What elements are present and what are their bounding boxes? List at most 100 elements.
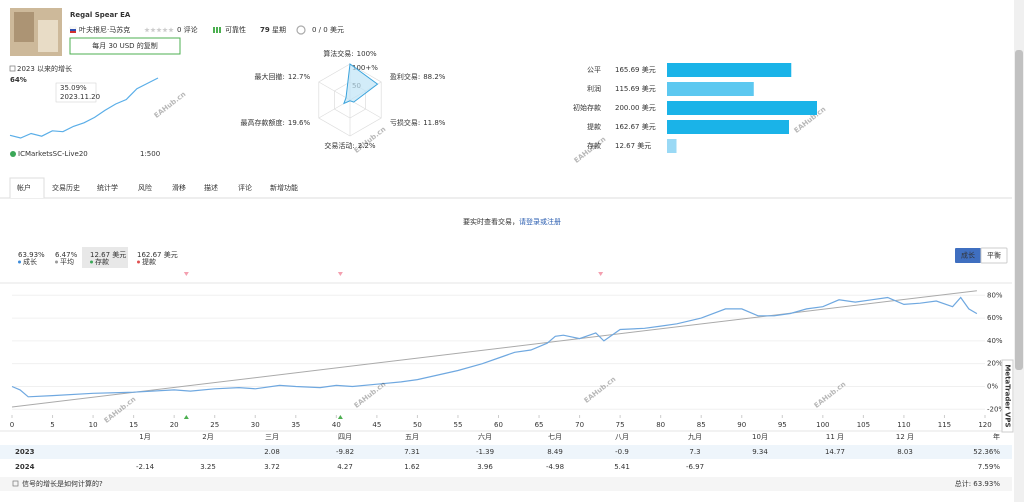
- chart-button[interactable]: [955, 248, 981, 263]
- radar-area: [343, 63, 379, 105]
- stat-label: 平均: [60, 257, 74, 266]
- subscribers-icon: [296, 25, 306, 35]
- x-tick-label: 85: [697, 421, 706, 429]
- footer-link[interactable]: 信号的增长是如何计算的?: [22, 479, 103, 488]
- x-tick-label: 10: [89, 421, 98, 429]
- radar-label: 最高存款额度: 19.6%: [241, 118, 311, 127]
- month-value: -1.39: [476, 448, 494, 456]
- reliability: 可靠性: [225, 25, 246, 34]
- stat-dot: [90, 260, 93, 264]
- tab[interactable]: 交易历史: [52, 183, 80, 192]
- x-tick-label: 110: [897, 421, 910, 429]
- radar-label: 最大回撤: 12.7%: [255, 72, 311, 81]
- x-tick-label: 90: [737, 421, 746, 429]
- x-tick-label: 0: [10, 421, 14, 429]
- row-year: 2023: [15, 448, 35, 456]
- y-tick-label: 0%: [987, 382, 998, 390]
- tab[interactable]: 风险: [138, 183, 152, 192]
- balance-bar: [667, 82, 754, 96]
- bar-value: 162.67 美元: [615, 122, 656, 131]
- balance-bar: [667, 101, 817, 115]
- radar-label: 算法交易: 100%: [323, 49, 377, 58]
- star: [168, 27, 174, 33]
- month-header: 年: [993, 432, 1000, 441]
- month-value: 1.62: [404, 463, 420, 471]
- x-tick-label: 60: [494, 421, 503, 429]
- y-tick-label: 80%: [987, 291, 1003, 299]
- radar-label-value: 12.7%: [288, 73, 311, 81]
- tab[interactable]: 评论: [238, 183, 252, 192]
- month-header: 10月: [752, 433, 768, 441]
- stat-value[interactable]: 6.47%: [55, 251, 78, 259]
- x-tick-label: 5: [50, 421, 54, 429]
- radar-label-value: 19.6%: [288, 119, 311, 127]
- month-header: 2月: [202, 433, 213, 441]
- tab[interactable]: 帐户: [17, 183, 31, 192]
- y-tick-label: 20%: [987, 360, 1003, 368]
- x-tick-label: 75: [616, 421, 625, 429]
- side-tab[interactable]: [1001, 359, 1014, 433]
- chart-button-label[interactable]: 平衡: [987, 251, 1001, 260]
- title[interactable]: Regal Spear EA: [70, 11, 131, 19]
- month-value: 3.25: [200, 463, 216, 471]
- star: [162, 27, 168, 33]
- month-value: 52.36%: [973, 448, 1000, 456]
- stat-label: 成长: [23, 257, 37, 266]
- watermark: EAHub.cn: [353, 125, 388, 155]
- tab[interactable]: 滑移: [172, 183, 186, 192]
- month-value: -4.98: [546, 463, 564, 471]
- chart-button-label[interactable]: 成长: [961, 251, 975, 260]
- month-value: 3.72: [264, 463, 280, 471]
- radar-label-name: 算法交易:: [323, 49, 353, 58]
- growth-value: 64%: [10, 76, 27, 84]
- withdrawal-marker: [598, 272, 604, 276]
- tab[interactable]: 描述: [204, 183, 218, 192]
- footer-icon: [12, 480, 19, 487]
- balance-bar: [667, 139, 677, 153]
- author[interactable]: 叶夫根尼·马苏克: [79, 25, 130, 34]
- side-tab-label[interactable]: MetaTrader VPS: [1004, 364, 1012, 427]
- copy-button[interactable]: [69, 37, 181, 55]
- stat-dot: [55, 260, 58, 264]
- stat-value[interactable]: 63.93%: [18, 251, 45, 259]
- notice: 要实时查看交易，请登录或注册: [463, 217, 561, 226]
- chart-button[interactable]: [980, 247, 1008, 264]
- notice-text: 要实时查看交易，: [463, 217, 519, 226]
- radar-label: 交易活动: 2.2%: [324, 141, 375, 150]
- star: [156, 27, 162, 33]
- bar-label: 提款: [587, 122, 601, 131]
- notice-link[interactable]: 请登录或注册: [519, 217, 561, 226]
- broker[interactable]: ICMarketsSC-Live20: [18, 150, 88, 158]
- watermark: EAHub.cn: [573, 135, 608, 165]
- withdrawal-marker: [183, 272, 189, 276]
- month-header: 三月: [265, 433, 279, 441]
- x-tick-label: 105: [857, 421, 870, 429]
- radar-tick-label: 100+%: [352, 64, 378, 72]
- star: [144, 27, 150, 33]
- stat-value[interactable]: 162.67 美元: [137, 250, 178, 259]
- radar-label-name: 最高存款额度:: [241, 118, 285, 127]
- tab[interactable]: 统计学: [97, 183, 118, 192]
- month-value: 7.59%: [978, 463, 1001, 471]
- bar-value: 165.69 美元: [615, 65, 656, 74]
- radar-label: 亏损交易: 11.8%: [390, 118, 446, 127]
- copy-button-label[interactable]: 每月 30 USD 的复制: [92, 41, 158, 50]
- footer-total: 总计: 63.93%: [955, 479, 1001, 488]
- stat-label: 提款: [142, 257, 156, 266]
- x-tick-label: 30: [251, 421, 260, 429]
- flag: [70, 31, 76, 33]
- thumbnail-detail: [14, 12, 34, 42]
- bar-value: 12.67 美元: [615, 141, 651, 150]
- x-tick-label: 70: [575, 421, 584, 429]
- weeks-label: 星期: [272, 26, 286, 34]
- radar-label-value: 11.8%: [423, 119, 446, 127]
- tooltip: [55, 82, 97, 103]
- stat-value[interactable]: 12.67 美元: [90, 250, 126, 259]
- month-header: 六月: [478, 432, 492, 441]
- month-value: -6.97: [686, 463, 704, 471]
- radar-label-name: 交易活动:: [324, 141, 354, 150]
- balance-bar: [667, 63, 792, 77]
- tab[interactable]: 新增功能: [270, 183, 298, 192]
- balance-bar: [667, 120, 790, 134]
- scrollbar-thumb[interactable]: [1015, 50, 1023, 370]
